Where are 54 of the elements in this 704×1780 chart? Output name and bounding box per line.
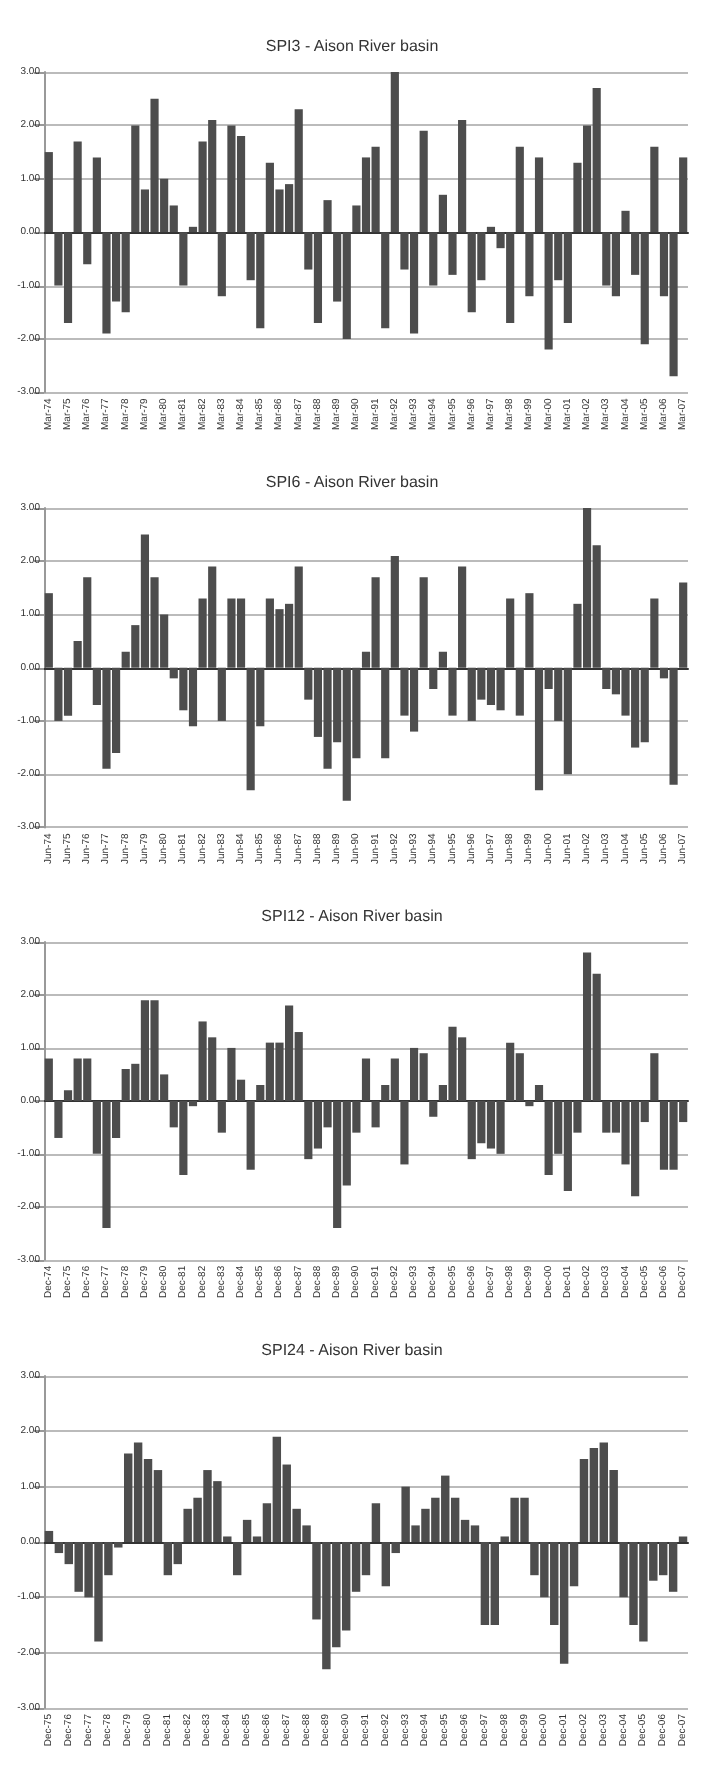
bar — [438, 651, 447, 668]
bar — [419, 577, 428, 668]
bar — [650, 1053, 659, 1101]
bar — [217, 667, 226, 721]
bar — [429, 667, 438, 690]
bar — [525, 232, 534, 297]
bar — [448, 232, 457, 275]
bar — [650, 598, 659, 668]
bar — [448, 667, 457, 716]
bar — [73, 141, 82, 233]
bar — [525, 1100, 534, 1107]
bar — [390, 72, 399, 233]
bar — [534, 157, 544, 233]
bar — [679, 582, 688, 668]
bar — [361, 1058, 371, 1101]
bar — [44, 1058, 53, 1101]
chart-title: SPI12 - Aison River basin — [261, 907, 443, 925]
bar — [400, 1100, 409, 1165]
bar — [506, 598, 515, 668]
bar — [486, 226, 496, 233]
bar — [44, 593, 53, 668]
bar — [419, 130, 428, 233]
bar — [371, 1503, 381, 1542]
bar — [54, 1100, 63, 1138]
bar — [217, 232, 226, 297]
bar — [232, 1542, 242, 1576]
bar — [323, 200, 332, 233]
bar — [650, 146, 659, 233]
bar — [429, 232, 438, 286]
bar — [246, 1100, 255, 1170]
bar — [515, 146, 524, 233]
bar — [679, 157, 688, 233]
bar — [678, 1536, 688, 1542]
bar — [621, 210, 630, 233]
bar — [438, 194, 447, 233]
bar — [381, 667, 390, 759]
chart-title: SPI6 - Aison River basin — [265, 473, 439, 491]
bar — [371, 1100, 380, 1128]
bar — [44, 1530, 54, 1542]
bar — [44, 152, 53, 233]
bar — [381, 232, 390, 329]
bar — [525, 593, 534, 668]
bar — [217, 1100, 226, 1133]
bar — [458, 120, 467, 233]
bar — [429, 1100, 438, 1117]
bar — [515, 667, 524, 716]
bar — [179, 232, 188, 286]
bar — [390, 555, 399, 668]
chart-title: SPI3 - Aison River basin — [265, 37, 439, 55]
bar — [458, 566, 467, 668]
bar — [92, 157, 101, 233]
chart-title: SPI24 - Aison River basin — [261, 1341, 443, 1359]
bar — [534, 1084, 544, 1101]
bar — [83, 232, 92, 265]
